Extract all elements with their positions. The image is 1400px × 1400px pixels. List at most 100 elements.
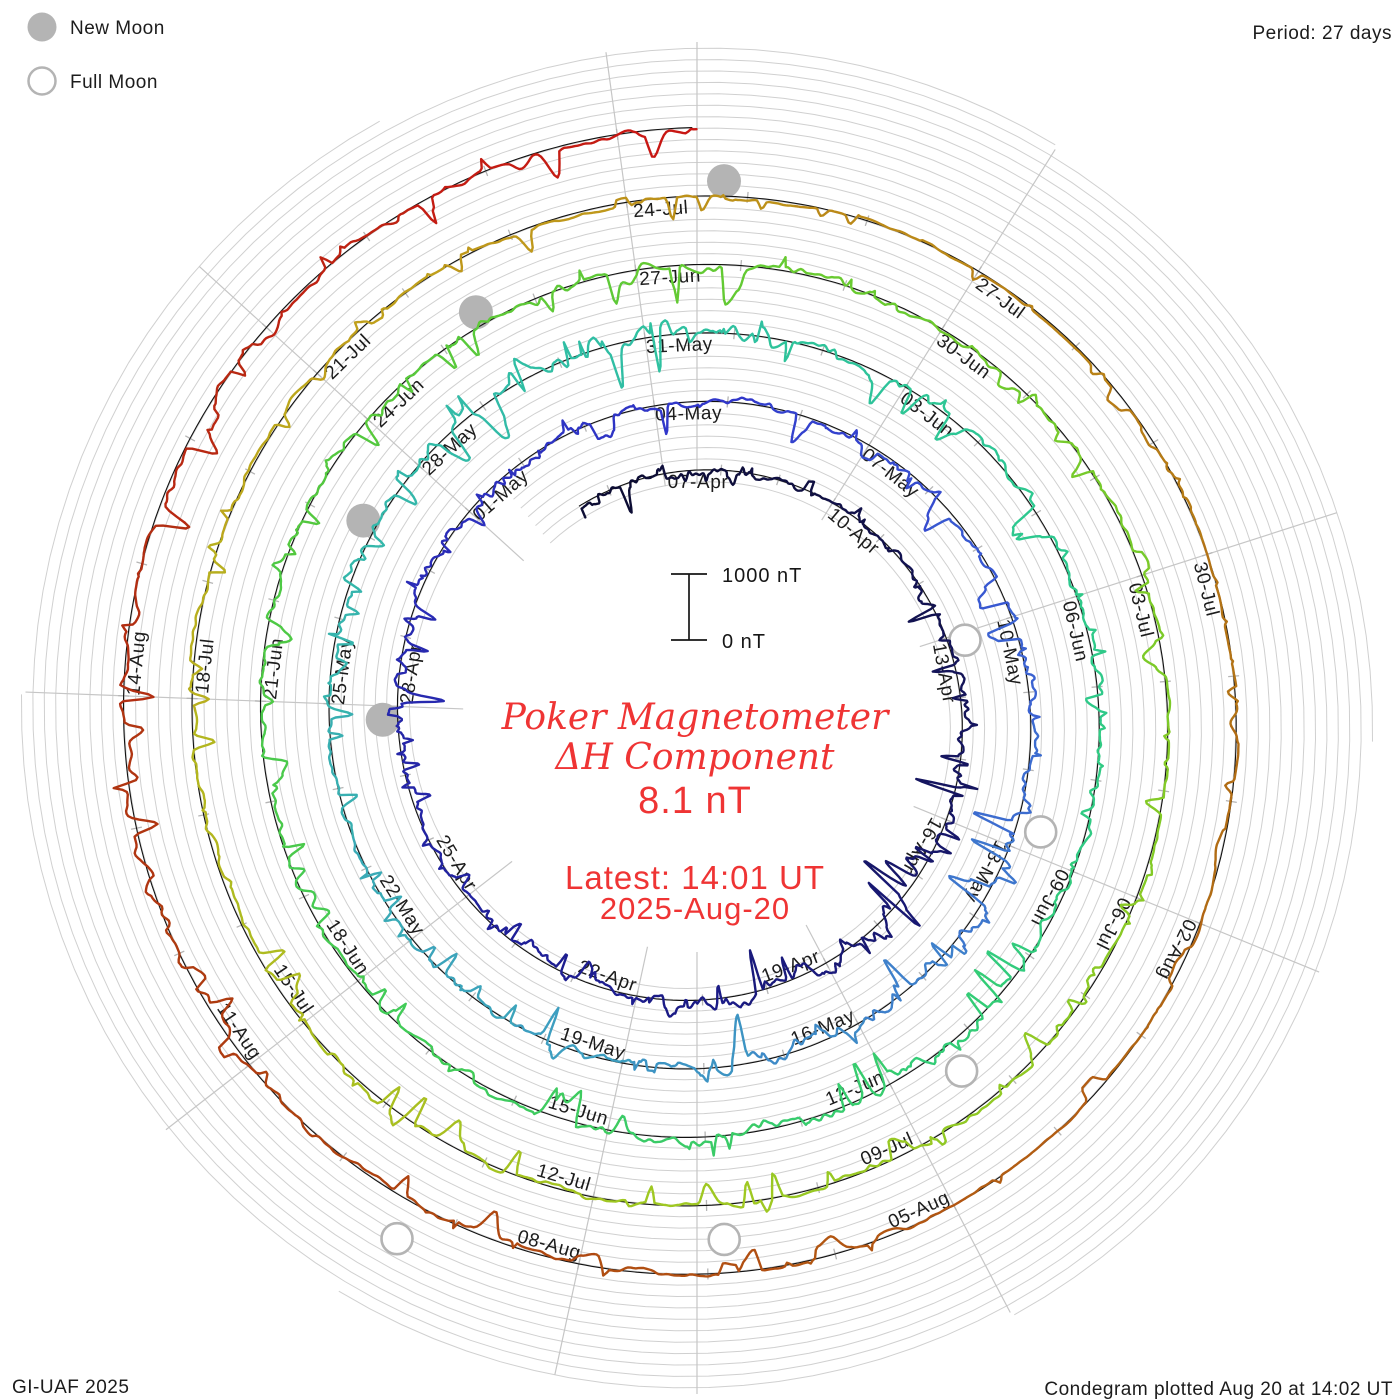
trace-segment: [1073, 723, 1106, 864]
trace-segment: [859, 442, 942, 532]
trace-segment: [986, 860, 1076, 985]
trace-segment: [929, 1028, 1060, 1146]
trace-segment: [477, 269, 629, 327]
trace-segment: [863, 814, 961, 887]
full-moon-icon: [27, 66, 57, 96]
trace-segment: [834, 875, 921, 968]
radial-spoke: [919, 512, 1338, 648]
date-label: 04-May: [655, 403, 723, 426]
trace-segment: [618, 1114, 764, 1157]
trace-segment: [1108, 910, 1206, 1077]
spiral-gridlines: [21, 47, 1373, 1389]
trace-segment: [898, 551, 945, 634]
plot-title-line1: Poker Magnetometer: [501, 697, 890, 738]
trace-segment: [413, 945, 518, 1026]
trace-segment: [603, 1180, 774, 1213]
trace-segment: [749, 1017, 866, 1065]
trace-segment: [987, 608, 1041, 725]
trace-segment: [443, 205, 617, 273]
full-moon-marker: [707, 1222, 742, 1257]
trace-segment: [258, 558, 293, 713]
trace-segment: [893, 969, 1005, 1076]
trace-segment: [405, 518, 469, 619]
trace-segment: [1134, 560, 1172, 727]
trace-segment: [191, 709, 231, 882]
date-label: 03-Jul: [1124, 581, 1157, 640]
trace-segment: [1055, 886, 1145, 1031]
trace-segment: [1004, 465, 1074, 589]
new-moon-marker: [458, 295, 493, 330]
scale-bar: [671, 573, 707, 641]
trace-segment: [327, 711, 358, 839]
latest-time: Latest: 14:01 UT: [565, 859, 825, 896]
trace-segment: [1202, 541, 1240, 728]
trace-segment: [931, 322, 1057, 428]
date-label: 11-Aug: [212, 999, 265, 1063]
trace-segment: [453, 1119, 606, 1202]
trace-segment: [364, 985, 479, 1087]
trace-segment: [656, 464, 746, 486]
trace-segment: [783, 1197, 966, 1268]
trace-segment: [408, 1196, 596, 1262]
date-label: 21-Jul: [321, 330, 375, 384]
trace-segment: [863, 942, 968, 1022]
trace-segment: [364, 324, 480, 442]
trace-segment: [507, 334, 637, 393]
trace-segment: [915, 721, 979, 817]
trace-segment: [261, 206, 414, 344]
trace-segment: [972, 722, 1043, 840]
trace-segment: [227, 879, 313, 1034]
trace-segment: [466, 445, 547, 527]
trace-segment: [928, 517, 1012, 611]
trace-segment: [770, 1136, 933, 1199]
trace-segment: [626, 256, 787, 306]
trace-segment: [219, 380, 310, 539]
trace-segment: [768, 338, 899, 405]
trace-segment: [387, 615, 445, 715]
trace-segment: [281, 432, 380, 561]
trace-segment: [592, 1248, 787, 1278]
new-moon-legend-label: New Moon: [70, 18, 165, 39]
trace-segment: [472, 898, 552, 964]
trace-segment: [760, 1052, 897, 1128]
scale-bar-bottom-label: 0 nT: [722, 631, 766, 653]
trace-segment: [580, 469, 659, 519]
trace-segment: [260, 710, 306, 861]
new-moon-icon: [27, 12, 57, 42]
center-title-block: Poker Magnetometer ΔH Component 8.1 nT L…: [501, 697, 890, 926]
trace-segment: [309, 1030, 456, 1138]
full-moon-legend-label: Full Moon: [70, 72, 158, 93]
trace-segment: [476, 1084, 621, 1135]
credit-label: GI-UAF 2025: [12, 1377, 129, 1398]
grid-spiral-line: [77, 81, 1351, 1389]
date-label: 09-Jun: [1026, 865, 1073, 930]
magnetometer-trace: [112, 127, 1240, 1278]
trace-segment: [419, 812, 476, 901]
trace-segment: [629, 1013, 752, 1083]
grid-spiral-line: [66, 70, 1362, 1332]
date-label: 02-Aug: [1153, 916, 1200, 984]
trace-segment: [613, 193, 797, 221]
plot-title-line2: ΔH Component: [553, 737, 835, 778]
plotted-timestamp: Condegram plotted Aug 20 at 14:02 UT: [1044, 1379, 1393, 1400]
radial-spokes: [25, 42, 1338, 1394]
trace-segment: [963, 1073, 1111, 1200]
grid-spiral-line: [32, 104, 1328, 1366]
full-moon-marker: [380, 1221, 414, 1256]
trace-segment: [634, 319, 771, 373]
period-label: Period: 27 days: [1252, 23, 1392, 44]
grid-spiral-line: [21, 93, 1339, 1377]
trace-segment: [602, 127, 698, 158]
full-moon-marker: [1023, 815, 1058, 849]
date-label: 22-Apr: [575, 957, 639, 997]
trace-segment: [896, 381, 1007, 469]
moon-markers: [346, 164, 1058, 1257]
trace-segment: [948, 837, 1017, 953]
trace-segment: [342, 469, 418, 590]
trace-segment: [931, 631, 972, 724]
trace-segment: [118, 521, 191, 711]
trace-segment: [646, 396, 759, 436]
trace-segment: [287, 858, 368, 989]
trace-segment: [386, 712, 432, 815]
